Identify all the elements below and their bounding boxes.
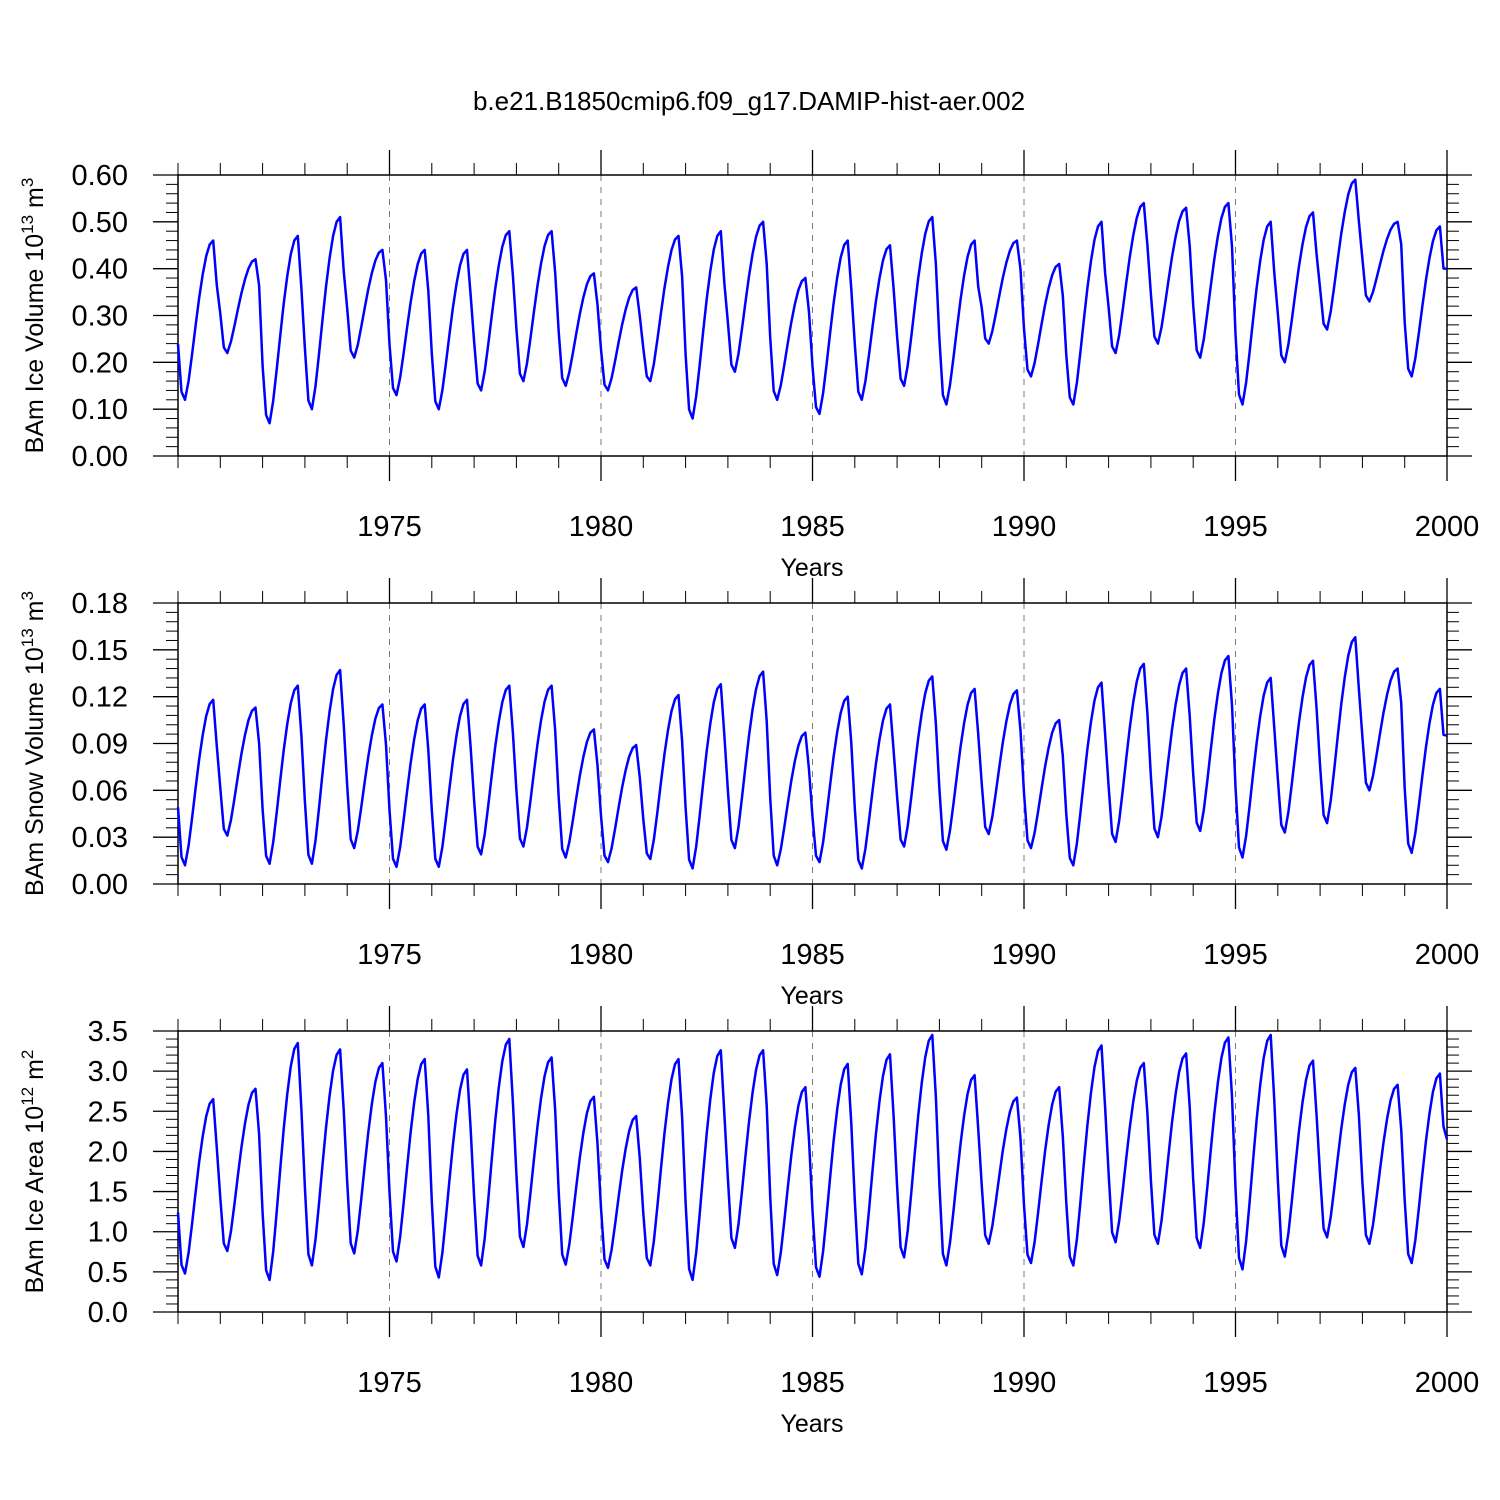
y-tick-label: 0.09 bbox=[72, 729, 128, 761]
panel-ice-volume: 0.00 0.10 0.20 0.30 0.40 0.50 0.60 1975 1980 1985… bbox=[18, 150, 1479, 582]
x-tick-label: 1975 bbox=[357, 1367, 422, 1399]
x-tick-label: 1985 bbox=[780, 939, 845, 971]
x-tick-label: 1990 bbox=[992, 939, 1057, 971]
y-tick-label: 3.0 bbox=[88, 1056, 128, 1088]
y-tick-label: 0.20 bbox=[72, 347, 128, 379]
x-tick-label: 1985 bbox=[780, 1367, 845, 1399]
y-tick-label: 0.50 bbox=[72, 207, 128, 239]
x-tick-label: 1975 bbox=[357, 939, 422, 971]
y-tick-label: 0.03 bbox=[72, 822, 128, 854]
x-tick-label: 1995 bbox=[1203, 939, 1268, 971]
y-tick-label: 1.5 bbox=[88, 1177, 128, 1209]
x-tick-label: 1985 bbox=[780, 511, 845, 543]
y-tick-label: 0.18 bbox=[72, 588, 128, 620]
series-line-ice-volume bbox=[176, 178, 1448, 425]
x-tick-label: 2000 bbox=[1415, 511, 1480, 543]
panel-snow-volume: 0.00 0.03 0.06 0.09 0.12 0.15 0.18 1975 1980 1985… bbox=[18, 578, 1479, 1010]
y-tick-label: 0.60 bbox=[72, 160, 128, 192]
x-tick-label: 1980 bbox=[569, 511, 634, 543]
y-axis-label: BAm Ice Volume 1013 m3 bbox=[18, 178, 49, 454]
y-axis-label: BAm Ice Area 1012 m2 bbox=[18, 1050, 49, 1294]
y-tick-label: 0.00 bbox=[72, 869, 128, 901]
chart-title: b.e21.B1850cmip6.f09_g17.DAMIP-hist-aer.… bbox=[473, 86, 1025, 116]
plot-frame bbox=[177, 174, 1448, 457]
y-tick-label: 0.40 bbox=[72, 254, 128, 286]
x-tick-label: 1990 bbox=[992, 511, 1057, 543]
x-axis-label: Years bbox=[780, 554, 843, 582]
x-tick-label: 2000 bbox=[1415, 1367, 1480, 1399]
y-tick-label: 0.0 bbox=[88, 1297, 128, 1329]
y-tick-label: 2.0 bbox=[88, 1136, 128, 1168]
x-tick-label: 1995 bbox=[1203, 1367, 1268, 1399]
y-axis-label: BAm Snow Volume 1013 m3 bbox=[18, 591, 49, 896]
y-tick-label: 0.00 bbox=[72, 441, 128, 473]
x-tick-label: 1995 bbox=[1203, 511, 1268, 543]
y-tick-label: 0.5 bbox=[88, 1257, 128, 1289]
x-tick-label: 1975 bbox=[357, 511, 422, 543]
y-tick-label: 3.5 bbox=[88, 1016, 128, 1048]
y-tick-label: 0.15 bbox=[72, 635, 128, 667]
x-axis-label: Years bbox=[780, 1410, 843, 1438]
series-line-snow-volume bbox=[176, 636, 1448, 870]
x-tick-label: 1980 bbox=[569, 1367, 634, 1399]
plot-frame bbox=[177, 1030, 1448, 1313]
y-tick-label: 0.30 bbox=[72, 301, 128, 333]
x-axis-label: Years bbox=[780, 982, 843, 1010]
y-tick-label: 0.06 bbox=[72, 775, 128, 807]
x-tick-label: 1990 bbox=[992, 1367, 1057, 1399]
series-line-ice-area bbox=[176, 1033, 1449, 1282]
x-tick-label: 1980 bbox=[569, 939, 634, 971]
y-tick-label: 1.0 bbox=[88, 1217, 128, 1249]
x-tick-label: 2000 bbox=[1415, 939, 1480, 971]
y-tick-label: 0.10 bbox=[72, 394, 128, 426]
y-tick-label: 2.5 bbox=[88, 1096, 128, 1128]
panel-ice-area: 0.0 0.5 1.0 1.5 2.0 2.5 3.0 3.5 1975 1980 1985 1990… bbox=[18, 1006, 1479, 1438]
y-tick-label: 0.12 bbox=[72, 682, 128, 714]
